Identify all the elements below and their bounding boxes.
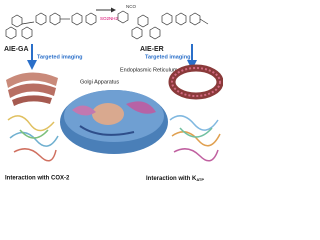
group-label: SO2NH2 [100,16,119,21]
organelle-label: Endoplasmic Reticulum [120,67,178,73]
interaction-label: Interaction with COX-2 [5,176,70,182]
protein-right [169,115,221,162]
cell [60,90,168,154]
action-label: Targeted imaging [37,54,82,60]
group-label: NCO [126,4,136,9]
figure: SO2NH2 NCO AIE-GA AIE-ER Targeted imagin… [4,4,223,182]
protein-left [7,115,59,162]
structure-right [117,10,209,40]
action-label: Targeted imaging [145,54,190,60]
compound-name: AIE-GA [4,46,29,53]
interaction-text: Interaction with K [146,176,197,182]
compound-name: AIE-ER [140,46,164,53]
organelle-label: Golgi Apparatus [80,79,119,85]
structure-left [5,12,97,40]
interaction-subscript: ATP [196,177,204,182]
interaction-label: Interaction with KATP [146,176,204,182]
page: {"compounds": [{"name": "AIE-GA", "actio… [4,4,223,183]
golgi [6,72,58,106]
er [168,64,223,100]
